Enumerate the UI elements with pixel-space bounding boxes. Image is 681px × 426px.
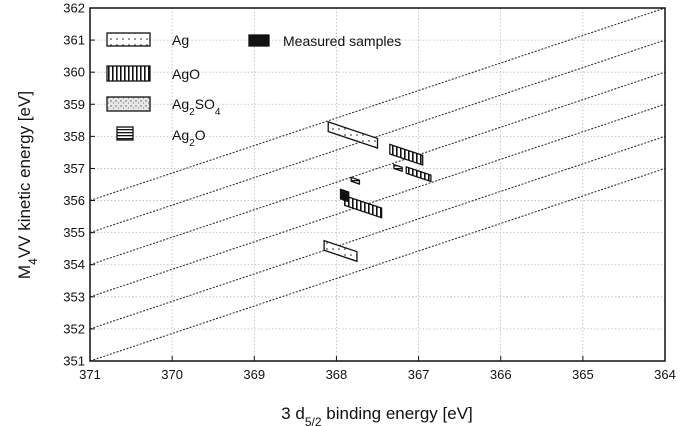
- legend-swatch-ag2o: [116, 126, 134, 141]
- y-tick-label: 360: [63, 65, 85, 80]
- y-tick-label: 361: [63, 33, 85, 48]
- y-tick-label: 362: [63, 1, 85, 16]
- region-ag: [323, 239, 358, 263]
- legend-label-measured: Measured samples: [283, 33, 401, 49]
- x-tick-label: 369: [243, 367, 265, 382]
- data-regions: [323, 121, 432, 263]
- y-tick-label: 351: [63, 354, 85, 369]
- x-tick-label: 370: [161, 367, 183, 382]
- region-ag: [327, 121, 379, 149]
- region-ago: [343, 194, 383, 219]
- y-tick-label: 359: [63, 97, 85, 112]
- legend-label-ag2so4: Ag2SO4: [172, 96, 221, 118]
- x-tick-label: 366: [490, 367, 512, 382]
- auger-parameter-line: [90, 167, 665, 361]
- x-tick-label: 364: [654, 367, 676, 382]
- auger-parameter-line: [90, 71, 665, 266]
- region-ag2o: [350, 176, 361, 185]
- x-tick-label: 371: [79, 367, 101, 382]
- legend-swatch-measured: [248, 34, 270, 47]
- y-tick-label: 355: [63, 225, 85, 240]
- x-tick-label: 367: [408, 367, 430, 382]
- legend-swatch-ag: [106, 32, 151, 47]
- y-tick-label: 357: [63, 161, 85, 176]
- auger-parameter-line: [90, 39, 665, 234]
- y-tick-label: 354: [63, 257, 85, 272]
- auger-parameter-line: [90, 103, 665, 298]
- auger-parameter-lines: [90, 8, 665, 361]
- region-ago: [405, 165, 432, 183]
- region-ag2o: [393, 163, 403, 173]
- legend-label-ago: AgO: [172, 66, 200, 82]
- y-tick-label: 353: [63, 289, 85, 304]
- region-measured: [339, 188, 350, 203]
- y-tick-label: 352: [63, 321, 85, 336]
- grid: [90, 8, 665, 361]
- region-ago: [389, 143, 424, 166]
- axis-ticks: 371 370 369 368 367 366 365 364 351 352 353 354 355 3…: [63, 1, 676, 383]
- x-tick-label: 365: [572, 367, 594, 382]
- auger-parameter-line: [90, 135, 665, 330]
- auger-parameter-line: [90, 8, 665, 202]
- legend-label-ag2o: Ag2O: [172, 127, 206, 149]
- x-tick-label: 368: [326, 367, 348, 382]
- plot-frame: [89, 7, 666, 362]
- legend-swatch-ag2so4: [106, 96, 151, 112]
- y-axis-title: M4VV kinetic energy [eV]: [15, 91, 40, 279]
- legend: Ag Measured samples AgO Ag2SO4 Ag2O: [106, 32, 401, 149]
- legend-label-ag: Ag: [172, 32, 189, 48]
- legend-swatch-ago: [106, 65, 151, 82]
- y-tick-label: 358: [63, 129, 85, 144]
- y-tick-label: 356: [63, 193, 85, 208]
- x-axis-title: 3 d5/2 binding energy [eV]: [281, 404, 473, 426]
